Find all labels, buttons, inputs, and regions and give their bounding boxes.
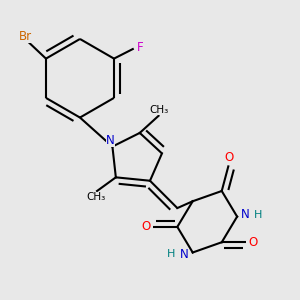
Text: O: O [224,152,233,164]
Text: H: H [254,210,262,220]
Text: N: N [241,208,250,221]
Text: H: H [167,249,176,259]
Text: Br: Br [19,30,32,43]
Text: O: O [141,220,151,233]
Text: N: N [106,134,115,147]
Text: CH₃: CH₃ [150,105,169,115]
Text: F: F [137,41,143,54]
Text: N: N [180,248,189,261]
Text: O: O [248,236,258,249]
Text: CH₃: CH₃ [87,192,106,202]
